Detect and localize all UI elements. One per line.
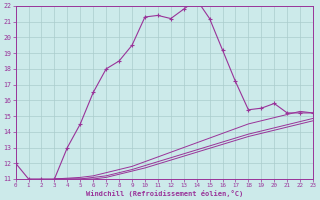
- X-axis label: Windchill (Refroidissement éolien,°C): Windchill (Refroidissement éolien,°C): [86, 190, 243, 197]
